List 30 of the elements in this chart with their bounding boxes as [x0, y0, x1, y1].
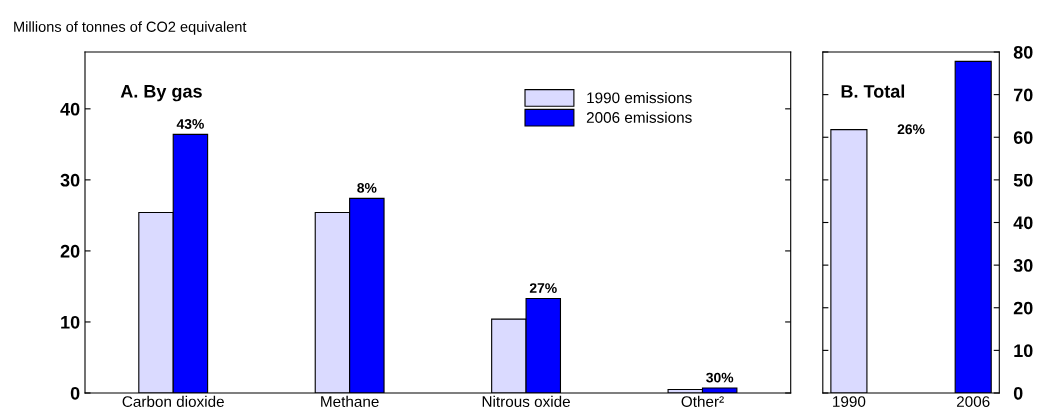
y-tick-label: 30	[1013, 259, 1033, 272]
x-tick-label: Other²	[681, 395, 724, 407]
y-tick-label: 10	[1014, 344, 1033, 358]
y-tick-label: 50	[1013, 173, 1033, 187]
x-tick-label: Nitrous oxide	[482, 395, 570, 407]
x-tick-label: Carbon dioxide	[122, 395, 224, 407]
text: A. By gas	[120, 85, 202, 102]
y-tick-label: 80	[1013, 45, 1033, 59]
y-tick-label: 40	[1013, 216, 1033, 230]
y-tick-label: 0	[1013, 386, 1023, 400]
x-tick-label: 2006	[956, 396, 990, 407]
y-tick-label: 40	[60, 102, 80, 116]
annotation: 43%	[176, 119, 204, 129]
text: B. Total	[841, 84, 905, 98]
annotation: 27%	[529, 283, 557, 293]
y-tick-label: 70	[1013, 88, 1033, 102]
x-tick-label: Methane	[321, 395, 379, 407]
legend-label: 1990 emissions	[587, 91, 692, 104]
y-tick-label: 10	[61, 315, 80, 329]
y-tick-label: 30	[60, 173, 80, 187]
y-axis-title: Millions of tonnes of CO2 equivalent	[14, 21, 247, 35]
y-tick-label: 60	[1013, 131, 1033, 144]
x-tick-label: 1990	[833, 396, 866, 407]
annotation: 30%	[706, 372, 734, 383]
y-tick-label: 0	[70, 386, 80, 400]
annotation: 8%	[357, 182, 377, 193]
annotation: 26%	[897, 124, 925, 135]
legend-label: 2006 emissions	[586, 111, 692, 123]
y-tick-label: 20	[1013, 301, 1033, 315]
y-tick-label: 20	[60, 244, 80, 258]
